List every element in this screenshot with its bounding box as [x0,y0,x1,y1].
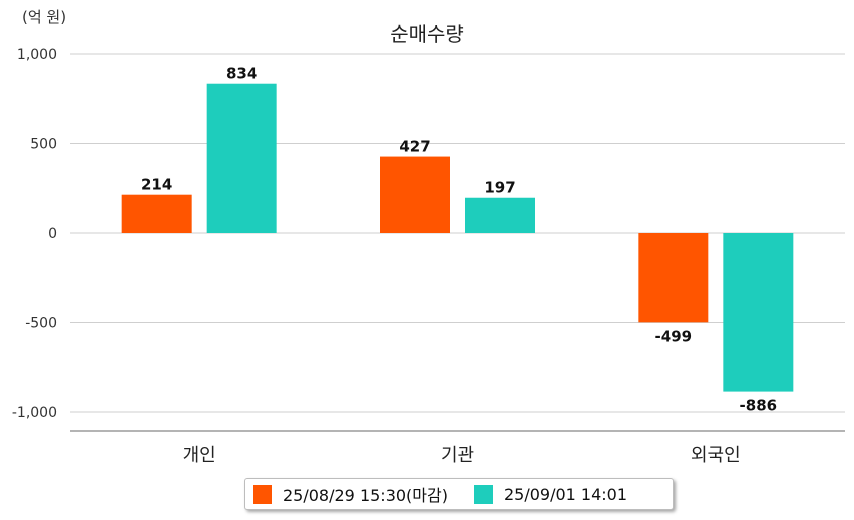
y-tick-label: 0 [48,226,57,242]
legend-label-series-1: 25/08/29 15:30(마감) [283,486,448,505]
data-label: 214 [141,176,172,194]
y-tick-label: 500 [30,137,57,153]
data-label: -499 [655,327,693,345]
legend: 25/08/29 15:30(마감) 25/09/01 14:01 [244,478,674,510]
bar [121,194,192,233]
legend-swatch-series-1 [253,484,272,504]
legend-item-series-2[interactable]: 25/09/01 14:01 [473,484,628,504]
x-tick-label: 외국인 [691,445,741,466]
x-tick-label: 기관 [441,445,474,466]
legend-label-series-2: 25/09/01 14:01 [503,484,628,504]
x-tick-label: 개인 [183,445,216,466]
bar [723,233,794,392]
bar-chart: 1,000 500 0 -500 -1,000 214 834 개인 427 197 기관 -499 -… [12,47,845,466]
chart-title: 순매수량 [390,22,464,46]
data-label: 197 [484,179,515,197]
legend-item-series-1[interactable]: 25/08/29 15:30(마감) [253,482,448,506]
bar [465,197,535,233]
y-tick-label: -1,000 [12,405,57,421]
y-tick-label: 1,000 [17,47,57,63]
bar [638,233,709,323]
bar [380,156,450,233]
data-label: 834 [226,65,257,83]
bar [206,83,277,234]
unit-label: (억 원) [22,8,67,26]
y-tick-label: -500 [25,316,57,332]
legend-swatch-series-2 [473,484,493,504]
data-label: -886 [740,397,778,415]
data-label: 427 [399,138,430,156]
